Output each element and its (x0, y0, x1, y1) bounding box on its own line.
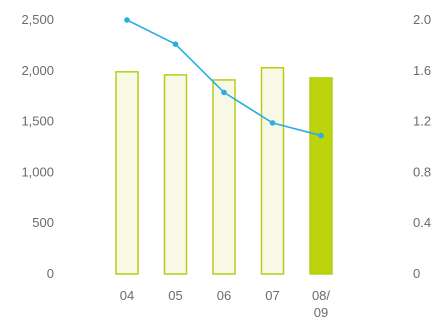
left-tick-label: 2,000 (21, 63, 54, 78)
bar-series (115, 67, 333, 275)
line-series (124, 17, 324, 139)
line-point (124, 17, 130, 23)
right-tick-label: 2.0 (413, 12, 431, 27)
left-tick-label: 2,500 (21, 12, 54, 27)
bar-highlighted (309, 77, 333, 275)
x-tick-label: 07 (265, 288, 279, 303)
line-point (221, 89, 227, 96)
right-tick-label: 0.8 (413, 164, 431, 179)
x-axis-ticks: 04 05 06 07 08/09 (120, 288, 331, 320)
right-tick-label: 0 (413, 266, 420, 281)
bar (260, 67, 285, 275)
left-tick-label: 1,500 (21, 114, 54, 129)
right-tick-label: 1.2 (413, 114, 431, 129)
line-point (318, 132, 324, 139)
x-tick-label: 08/09 (312, 288, 330, 320)
x-tick-label: 04 (120, 288, 134, 303)
left-tick-label: 0 (47, 266, 54, 281)
right-tick-label: 0.4 (413, 215, 431, 230)
left-tick-label: 500 (32, 215, 54, 230)
bar (163, 74, 188, 275)
x-tick-label: 06 (217, 288, 231, 303)
line-point (172, 41, 179, 47)
bar (115, 71, 139, 275)
bar (212, 79, 236, 275)
right-axis-ticks: 0 0.4 0.8 1.2 1.6 2.0 (413, 12, 431, 281)
right-tick-label: 1.6 (413, 63, 431, 78)
left-tick-label: 1,000 (21, 164, 54, 179)
line-point (269, 120, 276, 126)
left-axis-ticks: 0 500 1,000 1,500 2,000 2,500 (21, 12, 54, 281)
x-tick-label: 05 (168, 288, 182, 303)
